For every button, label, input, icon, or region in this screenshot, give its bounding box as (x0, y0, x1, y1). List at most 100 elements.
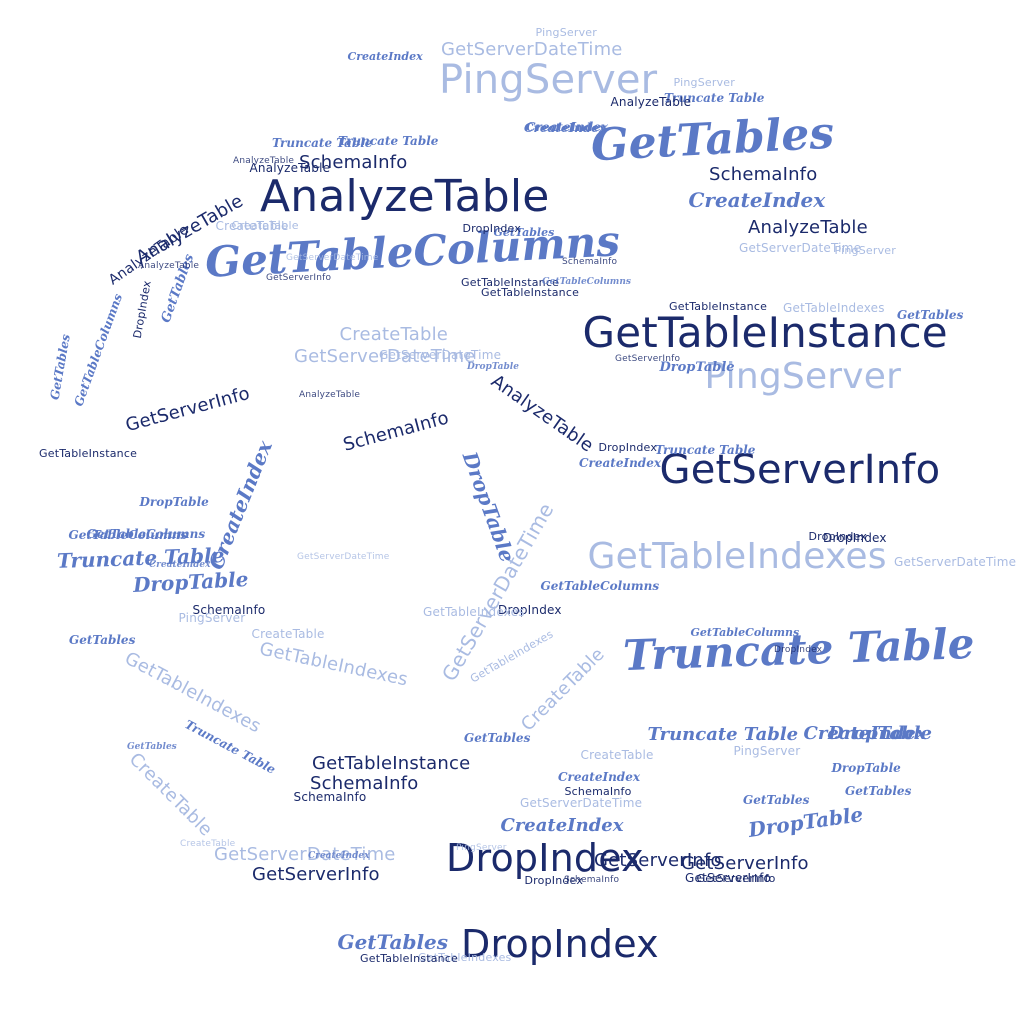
cloud-word: DropTable (131, 566, 249, 598)
cloud-word: GetServerDateTime (739, 241, 862, 255)
cloud-word: GetTables (47, 333, 73, 401)
cloud-word: SchemaInfo (293, 790, 367, 804)
cloud-word: DropTable (467, 362, 519, 372)
cloud-word: CreateTable (180, 839, 236, 849)
cloud-word: CreateTable (215, 219, 289, 233)
cloud-word: DropIndex (774, 645, 823, 655)
cloud-word: DropIndex (130, 279, 154, 339)
cloud-word: CreateIndex (803, 723, 927, 744)
cloud-word: CreateTable (580, 748, 654, 762)
cloud-word: AnalyzeTable (748, 217, 868, 238)
cloud-word: Truncate Table (182, 717, 278, 777)
cloud-word: SchemaInfo (310, 773, 419, 794)
cloud-word: GetTableIndexes (257, 638, 410, 691)
cloud-word: GetTables (897, 308, 964, 322)
cloud-word: DropIndex (524, 873, 584, 887)
cloud-word: DropTable (457, 448, 520, 566)
cloud-word: GetTableInstance (481, 285, 580, 299)
cloud-word: GetServerDateTime (214, 844, 396, 865)
cloud-word: GetTables (845, 784, 912, 798)
cloud-word: PingServer (439, 57, 658, 103)
cloud-word: CreateTable (516, 643, 609, 736)
cloud-word: CreateIndex (347, 49, 423, 63)
cloud-word: GetServerInfo (685, 871, 772, 885)
cloud-word: SchemaInfo (564, 784, 632, 798)
cloud-word: DropIndex (462, 221, 522, 235)
cloud-word: GetTableInstance (39, 446, 138, 460)
cloud-word: CreateIndex (579, 456, 661, 470)
cloud-word: GetServerDateTime (894, 555, 1017, 569)
cloud-word: PingServer (673, 75, 735, 89)
cloud-word: AnalyzeTable (260, 171, 550, 222)
cloud-word: DropTable (746, 802, 865, 842)
cloud-word: DropTable (828, 723, 932, 744)
cloud-word: GetTableColumns (540, 579, 660, 593)
cloud-word: GetServerInfo (615, 354, 681, 364)
cloud-word: DropIndex (446, 836, 644, 880)
cloud-word: GetServerInfo (123, 382, 253, 437)
cloud-word: AnalyzeTable (249, 161, 331, 175)
cloud-word: AnalyzeTable (233, 156, 295, 166)
cloud-word: DropIndex (598, 440, 658, 454)
cloud-word: Truncate Table (655, 443, 756, 457)
cloud-word: GetServerInfo (659, 447, 941, 493)
cloud-word: GetTables (464, 731, 531, 745)
cloud-word: GetServerDateTime (441, 39, 623, 60)
cloud-word: AnalyzeTable (487, 370, 598, 457)
cloud-word: DropIndex (808, 529, 868, 543)
cloud-word: Truncate Table (272, 136, 373, 150)
cloud-word: AnalyzeTable (610, 95, 692, 109)
cloud-word: CreateIndex (500, 815, 624, 836)
cloud-word: GetTableColumns (68, 528, 188, 542)
cloud-word: SchemaInfo (341, 407, 452, 456)
cloud-word: GetTableIndexes (418, 950, 512, 964)
cloud-word: GetServerDateTime (379, 348, 502, 362)
cloud-word: DropIndex (823, 531, 887, 545)
cloud-word: CreateTable (231, 218, 299, 232)
cloud-word: GetTables (127, 742, 177, 752)
cloud-word: GetTableColumns (86, 527, 206, 541)
cloud-word: GetServerInfo (681, 853, 809, 874)
cloud-word: GetServerInfo (252, 864, 380, 885)
cloud-word: GetServerDateTime (520, 796, 643, 810)
cloud-word: GetServerDateTime (297, 552, 390, 562)
cloud-word: GetTableIndexes (783, 301, 885, 315)
cloud-word: GetTableInstance (669, 299, 768, 313)
cloud-word: GetServerDateTime (286, 253, 379, 263)
cloud-word: GetTableColumns (690, 625, 800, 639)
cloud-word: DropIndex (498, 603, 562, 617)
cloud-word: CreateIndex (149, 560, 211, 570)
cloud-word: GetServerInfo (266, 273, 332, 283)
cloud-word: GetTableInstance (582, 308, 948, 357)
cloud-word: GetTables (743, 793, 810, 807)
cloud-word: CreateIndex (558, 770, 640, 784)
cloud-word: CreateIndex (308, 851, 370, 861)
cloud-word: PingServer (178, 611, 246, 625)
cloud-word: GetServerDateTime (294, 346, 476, 367)
cloud-word: GetServerInfo (594, 850, 722, 871)
cloud-word: GetTableColumns (542, 277, 631, 287)
cloud-word: PingServer (456, 843, 507, 853)
cloud-word: GetTableInstance (360, 951, 459, 965)
cloud-word: DropIndex (461, 922, 659, 966)
cloud-word: GetServerInfo (696, 871, 776, 885)
cloud-word: SchemaInfo (564, 875, 620, 885)
cloud-word: Truncate Table (338, 134, 439, 148)
cloud-word: GetTables (493, 225, 555, 239)
cloud-word: DropTable (831, 761, 901, 775)
cloud-word: DropTable (659, 359, 735, 375)
cloud-word: GetTableIndexes (423, 605, 525, 619)
cloud-word: SchemaInfo (299, 152, 408, 173)
cloud-word: GetTables (337, 930, 449, 954)
cloud-word: PingServer (733, 744, 801, 758)
cloud-word: Truncate Table (664, 91, 765, 105)
cloud-word: CreateTable (339, 324, 449, 345)
cloud-word: AnalyzeTable (138, 261, 200, 271)
cloud-word: GetTableInstance (461, 275, 560, 289)
cloud-word: SchemaInfo (562, 257, 618, 267)
cloud-word: Truncate Table (647, 724, 799, 745)
cloud-word: CreateIndex (688, 188, 826, 212)
cloud-word: CreateTable (124, 748, 216, 841)
cloud-word: GetTableInstance (312, 753, 471, 774)
